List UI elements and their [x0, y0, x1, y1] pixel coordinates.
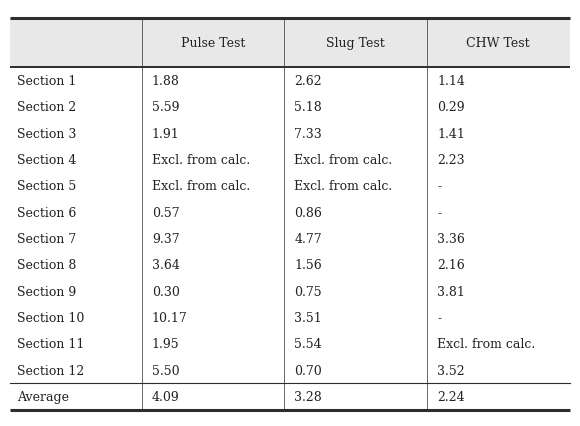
- Text: 2.16: 2.16: [437, 259, 465, 272]
- Text: 7.33: 7.33: [295, 127, 322, 140]
- Text: 3.64: 3.64: [152, 259, 180, 272]
- Text: Section 5: Section 5: [17, 180, 77, 193]
- Text: 2.24: 2.24: [437, 390, 465, 403]
- Text: Section 1: Section 1: [17, 75, 77, 88]
- Text: Excl. from calc.: Excl. from calc.: [295, 180, 393, 193]
- Text: 1.91: 1.91: [152, 127, 180, 140]
- Text: 5.59: 5.59: [152, 101, 179, 114]
- Text: Section 11: Section 11: [17, 338, 85, 351]
- Text: 0.86: 0.86: [295, 206, 322, 219]
- Text: 0.57: 0.57: [152, 206, 180, 219]
- Text: Section 3: Section 3: [17, 127, 77, 140]
- Text: 1.88: 1.88: [152, 75, 180, 88]
- Text: Section 8: Section 8: [17, 259, 77, 272]
- Text: 5.50: 5.50: [152, 364, 180, 377]
- Text: Pulse Test: Pulse Test: [181, 37, 245, 50]
- Text: 1.41: 1.41: [437, 127, 465, 140]
- Text: 4.77: 4.77: [295, 233, 322, 245]
- Text: Section 6: Section 6: [17, 206, 77, 219]
- Text: 10.17: 10.17: [152, 311, 188, 324]
- Text: 4.09: 4.09: [152, 390, 180, 403]
- Text: 0.75: 0.75: [295, 285, 322, 298]
- Text: 1.56: 1.56: [295, 259, 322, 272]
- Text: -: -: [437, 206, 441, 219]
- Text: 5.18: 5.18: [295, 101, 322, 114]
- Text: Section 10: Section 10: [17, 311, 85, 324]
- Text: Section 4: Section 4: [17, 154, 77, 167]
- Text: 3.52: 3.52: [437, 364, 465, 377]
- Text: 9.37: 9.37: [152, 233, 180, 245]
- Text: 1.95: 1.95: [152, 338, 180, 351]
- Text: Excl. from calc.: Excl. from calc.: [152, 154, 250, 167]
- Text: 3.81: 3.81: [437, 285, 465, 298]
- Text: 0.29: 0.29: [437, 101, 465, 114]
- Text: Section 7: Section 7: [17, 233, 77, 245]
- Text: 0.30: 0.30: [152, 285, 180, 298]
- Text: Section 9: Section 9: [17, 285, 77, 298]
- Text: 3.51: 3.51: [295, 311, 322, 324]
- Text: 3.28: 3.28: [295, 390, 322, 403]
- Text: 0.70: 0.70: [295, 364, 322, 377]
- Text: Section 12: Section 12: [17, 364, 85, 377]
- Text: Excl. from calc.: Excl. from calc.: [295, 154, 393, 167]
- Text: 3.36: 3.36: [437, 233, 465, 245]
- Text: 2.23: 2.23: [437, 154, 465, 167]
- Text: Excl. from calc.: Excl. from calc.: [437, 338, 535, 351]
- Text: Section 2: Section 2: [17, 101, 77, 114]
- Text: 2.62: 2.62: [295, 75, 322, 88]
- Text: -: -: [437, 311, 441, 324]
- Text: 5.54: 5.54: [295, 338, 322, 351]
- Bar: [10, 19, 570, 68]
- Text: Average: Average: [17, 390, 69, 403]
- Text: Excl. from calc.: Excl. from calc.: [152, 180, 250, 193]
- Text: 1.14: 1.14: [437, 75, 465, 88]
- Text: Slug Test: Slug Test: [327, 37, 385, 50]
- Text: -: -: [437, 180, 441, 193]
- Text: CHW Test: CHW Test: [466, 37, 530, 50]
